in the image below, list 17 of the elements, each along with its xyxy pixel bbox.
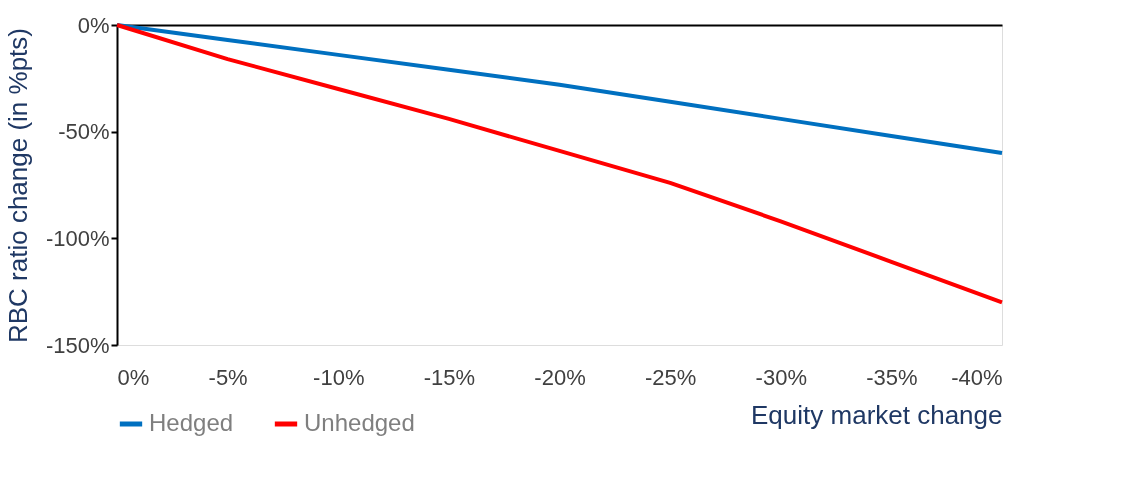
y-tick-label: -100%	[45, 225, 110, 251]
y-tick-label: -50%	[58, 119, 110, 145]
legend-label: Hedged	[149, 409, 234, 436]
x-tick-label: -35%	[866, 364, 918, 390]
x-tick-label: 0%	[117, 364, 150, 390]
x-tick-label: -30%	[755, 364, 807, 390]
x-tick-label: -20%	[534, 364, 586, 390]
x-tick-label: -5%	[208, 364, 248, 390]
legend-label: Unhedged	[304, 409, 415, 436]
y-tick-label: -150%	[45, 332, 110, 358]
x-axis-title: Equity market change	[751, 399, 1003, 430]
x-tick-label: -15%	[423, 364, 476, 390]
y-axis-title: RBC ratio change (in %pts)	[2, 27, 33, 344]
y-tick-label: 0%	[77, 12, 110, 38]
x-tick-label: -10%	[313, 364, 365, 390]
x-tick-label: -40%	[951, 364, 1003, 390]
x-tick-label: -25%	[644, 364, 697, 390]
